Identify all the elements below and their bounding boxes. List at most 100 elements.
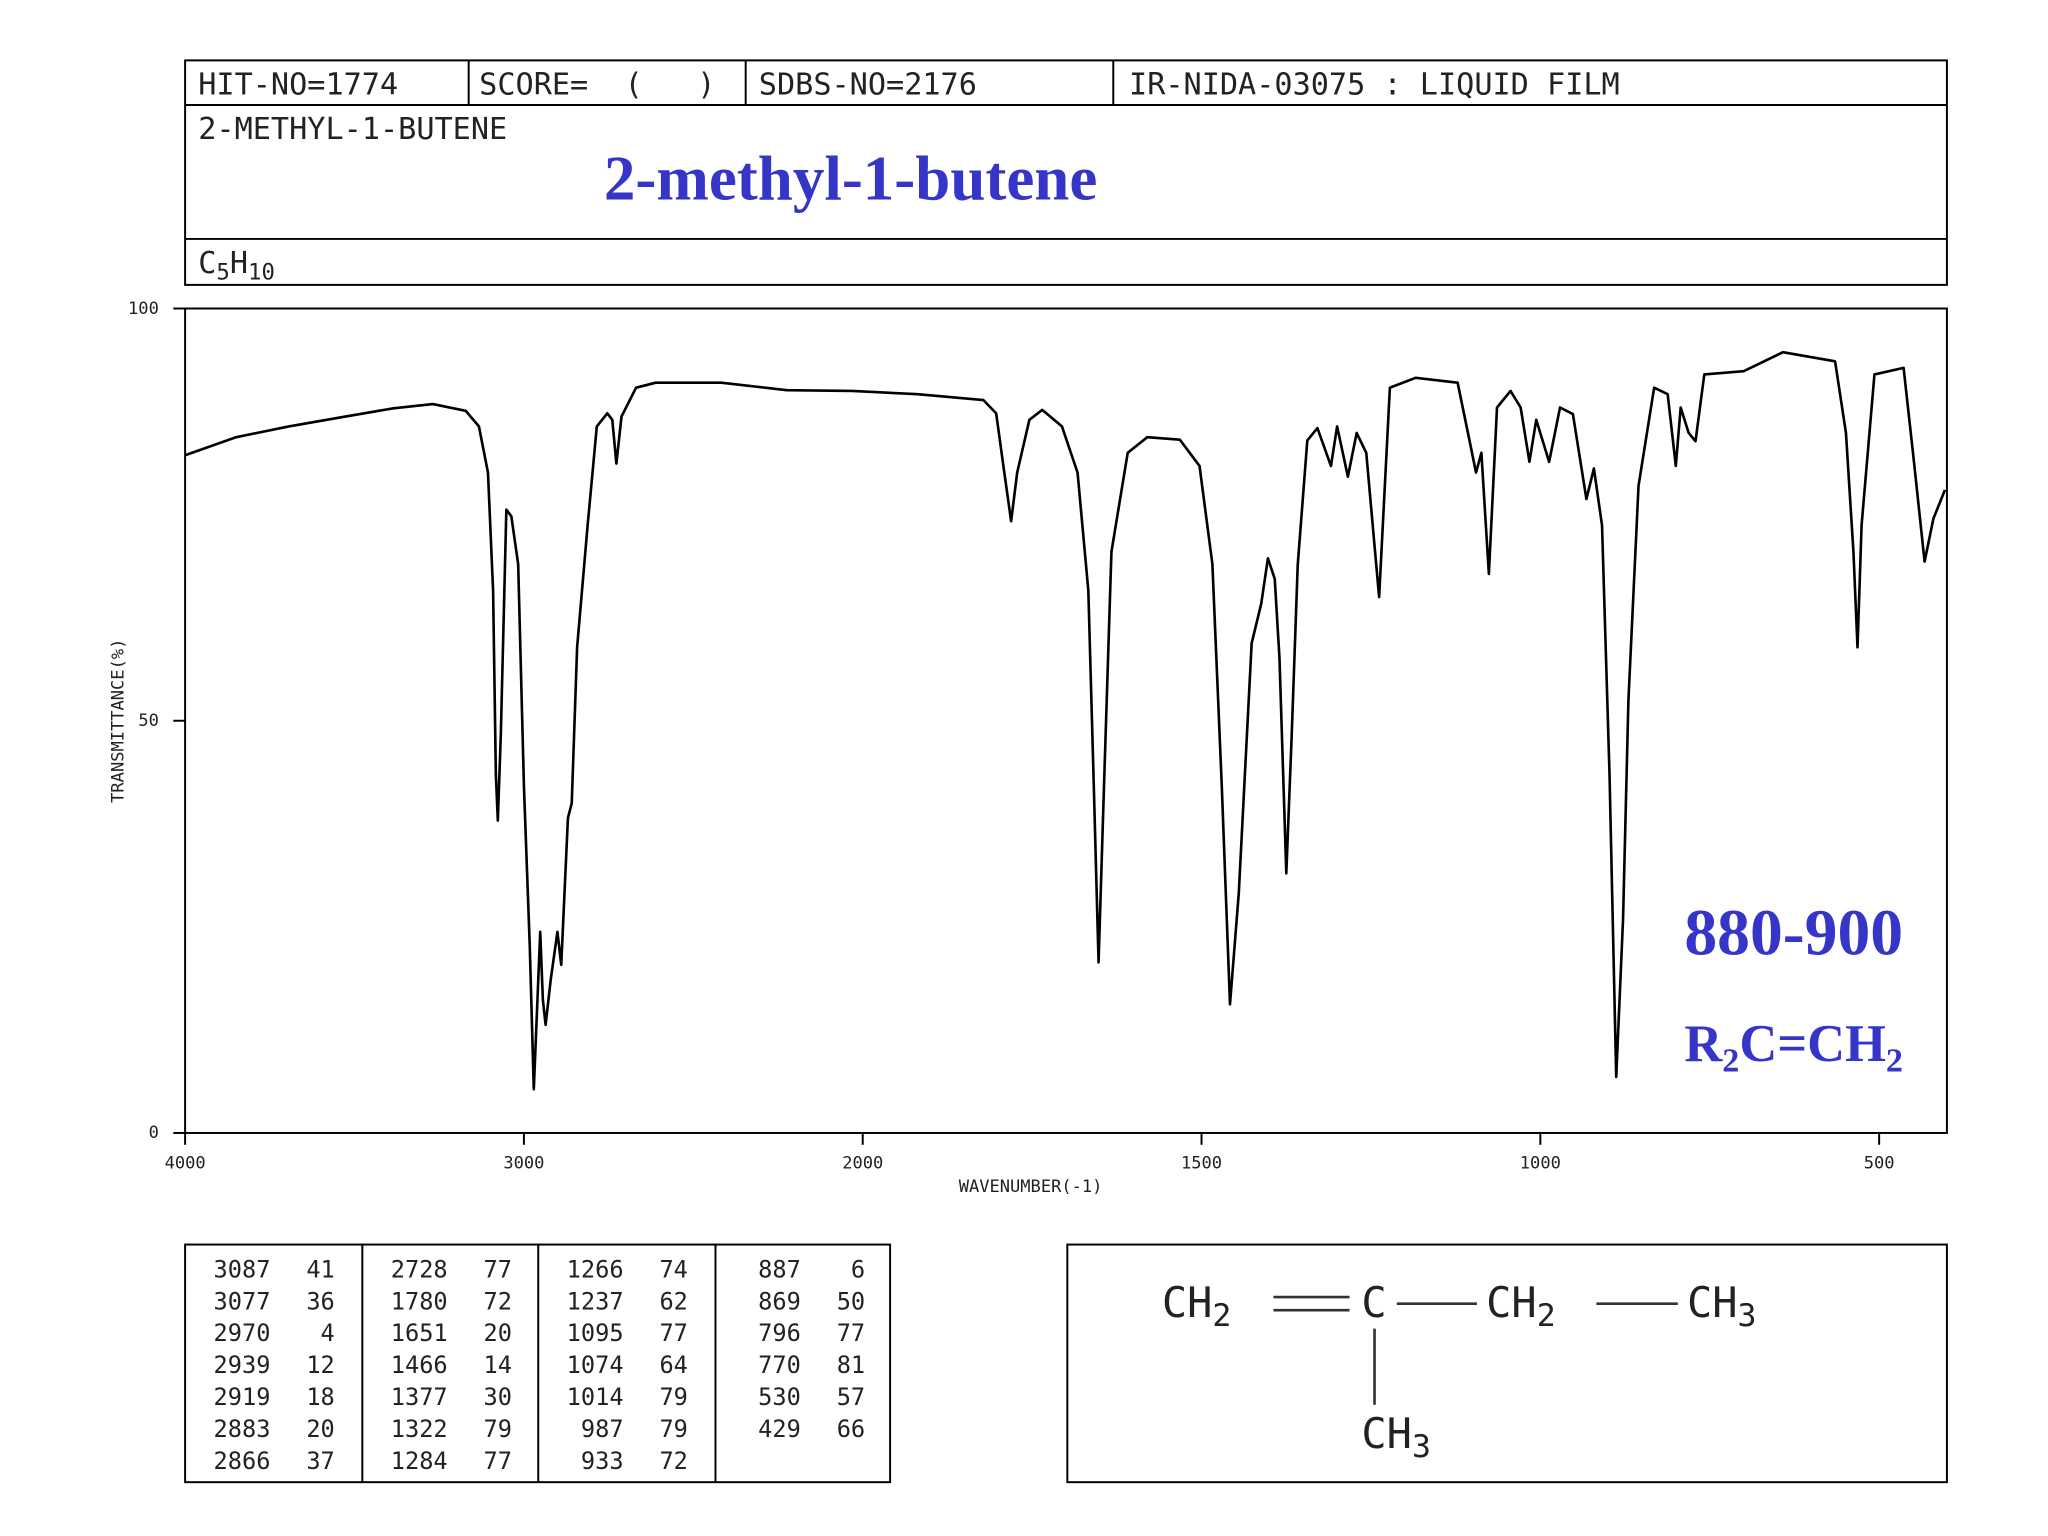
peak-transmittance: 77 [484, 1447, 512, 1475]
peak-transmittance: 77 [837, 1319, 865, 1347]
peak-wavenumber: 530 [758, 1383, 801, 1411]
peak-transmittance: 79 [659, 1383, 687, 1411]
peak-transmittance: 36 [306, 1287, 334, 1315]
peak-wavenumber: 2919 [214, 1383, 271, 1411]
y-tick-label: 100 [128, 299, 159, 319]
x-tick-label: 1500 [1181, 1153, 1222, 1173]
x-tick-label: 3000 [503, 1153, 544, 1173]
method: IR-NIDA-03075 : LIQUID FILM [1129, 68, 1620, 103]
header-box [184, 59, 1948, 286]
peak-transmittance: 50 [837, 1287, 865, 1315]
peak-transmittance: 77 [659, 1319, 687, 1347]
peak-wavenumber: 1377 [391, 1383, 448, 1411]
structure-atoms: C [1361, 1278, 1386, 1327]
x-tick-label: 4000 [165, 1153, 206, 1173]
group-part: R [1684, 1015, 1723, 1073]
peak-wavenumber: 1466 [391, 1351, 448, 1379]
structure-box [1066, 1243, 1948, 1484]
peak-transmittance: 6 [851, 1255, 865, 1283]
formula: C5H10 [198, 246, 275, 286]
structure-atoms: CH [1162, 1278, 1213, 1327]
peak-wavenumber: 1651 [391, 1319, 448, 1347]
structure-group: CH2 [1162, 1278, 1232, 1334]
peak-wavenumber: 2728 [391, 1255, 448, 1283]
peak-wavenumber: 1095 [567, 1319, 624, 1347]
structure-group: C [1361, 1278, 1386, 1327]
peak-transmittance: 37 [306, 1447, 334, 1475]
spectrum-line [184, 350, 1947, 1091]
formula-sub: 10 [248, 260, 275, 286]
peak-wavenumber: 1266 [567, 1255, 624, 1283]
peak-wavenumber: 2970 [214, 1319, 271, 1347]
sdbs-no: SDBS-NO=2176 [759, 68, 977, 103]
peak-transmittance: 74 [659, 1255, 687, 1283]
peak-transmittance: 79 [484, 1415, 512, 1443]
annotation-title: 2-methyl-1-butene [604, 144, 1097, 214]
annotation-range: 880-900 [1684, 897, 1903, 969]
structure-atoms: CH [1486, 1278, 1537, 1327]
structure-atoms: CH [1361, 1409, 1412, 1458]
structure-group: CH2 [1486, 1278, 1556, 1334]
x-tick-label: 1000 [1520, 1153, 1561, 1173]
peak-wavenumber: 1322 [391, 1415, 448, 1443]
peak-transmittance: 30 [484, 1383, 512, 1411]
peak-wavenumber: 2866 [214, 1447, 271, 1475]
structure-sub: 2 [1212, 1298, 1231, 1334]
peak-transmittance: 79 [659, 1415, 687, 1443]
peak-wavenumber: 1780 [391, 1287, 448, 1315]
peak-transmittance: 66 [837, 1415, 865, 1443]
peak-transmittance: 20 [484, 1319, 512, 1347]
peak-transmittance: 62 [659, 1287, 687, 1315]
structure-sub: 3 [1738, 1298, 1757, 1334]
peak-transmittance: 4 [321, 1319, 335, 1347]
x-tick-label: 500 [1864, 1153, 1895, 1173]
peak-transmittance: 77 [484, 1255, 512, 1283]
peak-wavenumber: 770 [758, 1351, 801, 1379]
y-axis-label: TRANSMITTANCE(%) [108, 639, 128, 803]
structure-group: CH3 [1361, 1409, 1431, 1465]
plot-frame [184, 307, 1948, 1134]
x-tick-label: 2000 [842, 1153, 883, 1173]
peak-wavenumber: 933 [581, 1447, 624, 1475]
peak-wavenumber: 1014 [567, 1383, 624, 1411]
formula-part: H [230, 246, 248, 281]
peak-wavenumber: 1237 [567, 1287, 624, 1315]
score: SCORE= ( ) [479, 68, 715, 103]
peak-wavenumber: 869 [758, 1287, 801, 1315]
hit-no: HIT-NO=1774 [198, 68, 398, 103]
peak-transmittance: 72 [659, 1447, 687, 1475]
formula-part: C [198, 246, 216, 281]
formula-sub: 5 [216, 260, 229, 286]
structure-atoms: CH [1687, 1278, 1738, 1327]
peak-transmittance: 20 [306, 1415, 334, 1443]
y-tick-label: 50 [138, 711, 159, 731]
peak-transmittance: 18 [306, 1383, 334, 1411]
peak-transmittance: 64 [659, 1351, 687, 1379]
group-part: C=CH [1739, 1015, 1886, 1073]
structure-group: CH3 [1687, 1278, 1757, 1334]
peak-wavenumber: 796 [758, 1319, 801, 1347]
peak-wavenumber: 429 [758, 1415, 801, 1443]
peak-wavenumber: 2939 [214, 1351, 271, 1379]
peak-wavenumber: 887 [758, 1255, 801, 1283]
peak-wavenumber: 2883 [214, 1415, 271, 1443]
peak-transmittance: 57 [837, 1383, 865, 1411]
group-sub: 2 [1886, 1042, 1903, 1079]
structure-sub: 3 [1412, 1429, 1431, 1465]
peak-wavenumber: 987 [581, 1415, 624, 1443]
compound-name: 2-METHYL-1-BUTENE [198, 112, 507, 147]
peak-wavenumber: 1284 [391, 1447, 448, 1475]
x-axis-label: WAVENUMBER(-1) [959, 1177, 1103, 1197]
structure-sub: 2 [1537, 1298, 1556, 1334]
bonds [1273, 1295, 1678, 1405]
peak-transmittance: 14 [484, 1351, 512, 1379]
y-tick-label: 0 [149, 1123, 159, 1143]
peak-transmittance: 41 [306, 1255, 334, 1283]
annotation-group: R2C=CH2 [1684, 1015, 1903, 1080]
peak-transmittance: 72 [484, 1287, 512, 1315]
group-sub: 2 [1722, 1042, 1739, 1079]
peak-wavenumber: 3087 [214, 1255, 271, 1283]
peak-wavenumber: 1074 [567, 1351, 624, 1379]
peak-wavenumber: 3077 [214, 1287, 271, 1315]
